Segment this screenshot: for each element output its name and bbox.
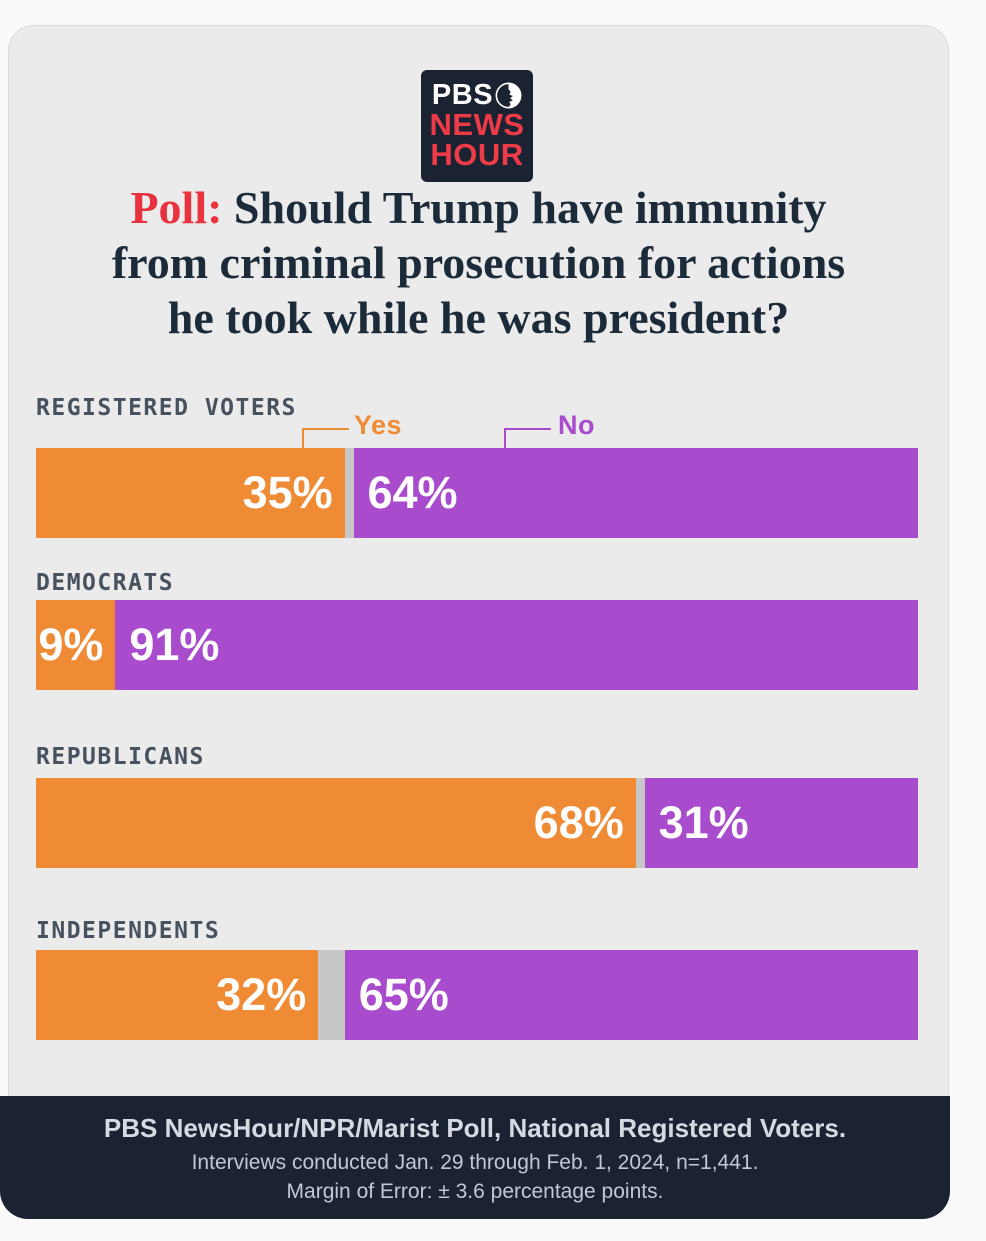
legend-yes-label: Yes — [354, 410, 403, 440]
bar-segment-no: 64% — [353, 448, 918, 538]
pbs-newshour-logo: PBS NEWS HOUR — [421, 70, 533, 182]
pbs-head-icon — [495, 82, 522, 109]
bar-segment-no: 31% — [644, 778, 918, 868]
logo-pbs-text: PBS — [431, 79, 494, 112]
bar-segment-no: 65% — [344, 950, 918, 1040]
no-value-label: 64% — [367, 467, 458, 518]
footer: PBS NewsHour/NPR/Marist Poll, National R… — [0, 1096, 950, 1219]
group-label-independents: INDEPENDENTS — [36, 918, 221, 944]
logo-row-pbs: PBS — [431, 79, 522, 112]
bar-segment-yes: 32% — [36, 950, 319, 1040]
bar-segment-no: 91% — [115, 600, 918, 690]
bar-segment-yes: 68% — [36, 778, 636, 868]
footer-interviews-line: Interviews conducted Jan. 29 through Feb… — [191, 1151, 759, 1174]
bar-segment-gap — [635, 778, 645, 868]
no-value-label: 31% — [658, 797, 749, 848]
bar-registered-voters: 35% 64% — [36, 448, 918, 538]
bar-segment-gap — [318, 950, 345, 1040]
footer-source-line: PBS NewsHour/NPR/Marist Poll, National R… — [103, 1113, 847, 1143]
bar-segment-yes: 9% — [36, 600, 116, 690]
title-prefix: Poll: — [130, 182, 223, 233]
title-line-1: Poll: Should Trump have immunity — [8, 180, 949, 235]
bar-democrats: 9% 91% — [36, 600, 918, 690]
logo-news-text: NEWS — [429, 106, 525, 142]
no-value-label: 65% — [358, 969, 449, 1020]
bar-republicans: 68% 31% — [36, 778, 918, 868]
logo-hour-text: HOUR — [430, 137, 524, 173]
legend-no-label: No — [558, 410, 595, 440]
title-line-1-text: Should Trump have immunity — [233, 182, 827, 233]
title-line-2: from criminal prosecution for actions — [111, 237, 846, 289]
group-label-republicans: REPUBLICANS — [36, 744, 205, 770]
yes-value-label: 9% — [38, 619, 104, 670]
poll-title: Poll: Should Trump have immunity from cr… — [8, 180, 949, 346]
legend-yes-connector — [302, 428, 349, 448]
yes-value-label: 35% — [242, 467, 333, 518]
footer-margin-of-error-line: Margin of Error: ± 3.6 percentage points… — [286, 1180, 664, 1203]
group-label-democrats: DEMOCRATS — [36, 570, 175, 596]
title-line-3: he took while he was president? — [167, 292, 790, 344]
legend-no-connector — [504, 428, 551, 448]
group-label-registered-voters: REGISTERED VOTERS — [36, 395, 297, 421]
bar-segment-yes: 35% — [36, 448, 345, 538]
no-value-label: 91% — [129, 619, 220, 670]
bar-segment-gap — [344, 448, 354, 538]
bar-independents: 32% 65% — [36, 950, 918, 1040]
yes-value-label: 68% — [533, 797, 624, 848]
yes-value-label: 32% — [216, 969, 307, 1020]
